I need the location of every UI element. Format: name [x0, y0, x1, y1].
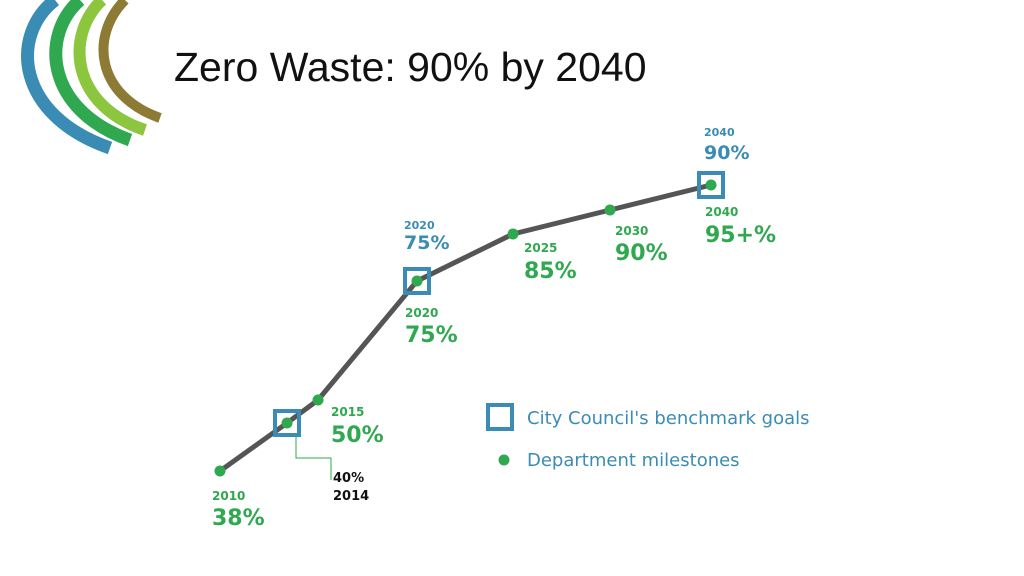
benchmark-square-2014	[273, 409, 301, 437]
milestone-year-2040: 2040	[705, 205, 738, 219]
benchmark-square-2020	[403, 267, 431, 295]
legend-benchmark-square	[486, 403, 514, 431]
benchmark-year-2020: 2020	[404, 219, 435, 232]
milestone-dot-2020	[411, 275, 423, 287]
legend: City Council's benchmark goals Departmen…	[486, 403, 810, 471]
milestone-value-2040: 95+%	[705, 223, 776, 248]
benchmark-value-2020: 75%	[404, 232, 449, 254]
milestone-value-2025: 85%	[524, 259, 577, 284]
benchmark-value-2040: 90%	[704, 142, 749, 164]
milestone-dot-2015	[312, 394, 324, 406]
legend-milestone-dot	[498, 454, 510, 466]
leader-line-2014	[295, 435, 332, 480]
slide-title: Zero Waste: 90% by 2040	[174, 44, 647, 90]
milestone-year-2025: 2025	[524, 241, 557, 255]
milestone-value-2020: 75%	[405, 323, 458, 348]
milestone-year-2014: 2014	[333, 489, 369, 504]
legend-benchmark-label: City Council's benchmark goals	[527, 408, 810, 429]
milestone-dot-2010	[214, 465, 226, 477]
milestone-value-2010: 38%	[212, 506, 265, 531]
logo-arcs	[21, 0, 162, 155]
milestone-dot-2040	[705, 179, 717, 191]
benchmark-square-2040	[697, 171, 725, 199]
milestone-value-2015: 50%	[331, 423, 384, 448]
milestone-value-2014: 40%	[333, 471, 364, 486]
milestone-dot-2025	[507, 228, 519, 240]
milestone-year-2020: 2020	[405, 306, 438, 320]
milestone-value-2030: 90%	[615, 241, 668, 266]
benchmark-year-2040: 2040	[704, 126, 735, 139]
milestone-dot-2014	[281, 417, 293, 429]
milestone-year-2010: 2010	[212, 489, 245, 503]
legend-milestone-label: Department milestones	[527, 450, 740, 471]
milestone-year-2015: 2015	[331, 405, 364, 419]
milestone-year-2030: 2030	[615, 224, 648, 238]
milestone-dot-2030	[604, 204, 616, 216]
